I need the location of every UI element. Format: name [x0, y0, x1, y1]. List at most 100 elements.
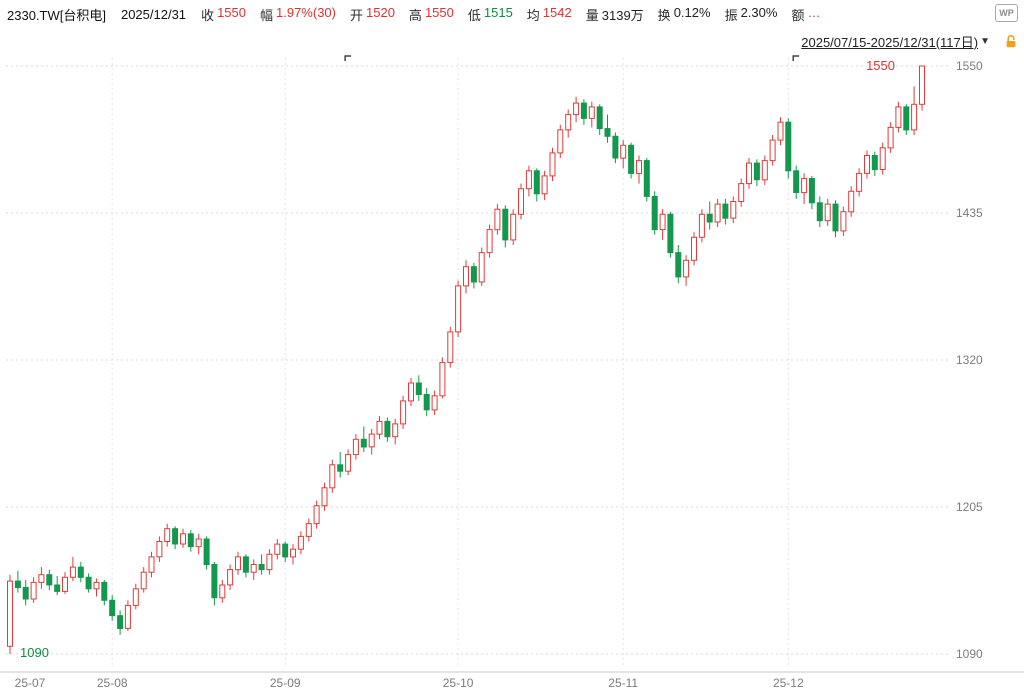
candle[interactable] — [368, 429, 375, 455]
candle[interactable] — [242, 554, 249, 578]
candle[interactable] — [124, 600, 131, 631]
candle[interactable] — [415, 375, 422, 401]
candle[interactable] — [793, 165, 800, 199]
candle[interactable] — [675, 245, 682, 284]
candle[interactable] — [643, 158, 650, 202]
candle[interactable] — [187, 530, 194, 552]
candle[interactable] — [258, 554, 265, 575]
lock-icon[interactable] — [1004, 34, 1018, 49]
candle[interactable] — [769, 135, 776, 166]
candle[interactable] — [93, 578, 100, 597]
candle[interactable] — [753, 159, 760, 187]
candle[interactable] — [628, 142, 635, 179]
candle[interactable] — [730, 196, 737, 224]
candle[interactable] — [667, 211, 674, 258]
candle[interactable] — [478, 247, 485, 286]
candle[interactable] — [596, 104, 603, 135]
candle[interactable] — [22, 579, 29, 606]
candle[interactable] — [722, 198, 729, 225]
candle[interactable] — [62, 572, 68, 594]
candle[interactable] — [879, 142, 886, 175]
candle[interactable] — [706, 201, 713, 230]
candle[interactable] — [211, 562, 218, 606]
candle[interactable] — [518, 183, 524, 220]
candle[interactable] — [620, 140, 627, 169]
candle[interactable] — [69, 556, 76, 582]
candle[interactable] — [541, 170, 548, 201]
candle[interactable] — [305, 518, 312, 542]
candle[interactable] — [250, 559, 257, 580]
candle[interactable] — [887, 122, 894, 153]
candle[interactable] — [698, 209, 705, 243]
candle[interactable] — [345, 449, 352, 476]
candle[interactable] — [785, 118, 792, 179]
candle[interactable] — [376, 416, 383, 440]
candle[interactable] — [557, 124, 564, 158]
candle[interactable] — [117, 610, 124, 635]
candle[interactable] — [816, 196, 823, 228]
candle[interactable] — [919, 65, 925, 111]
candle[interactable] — [266, 549, 273, 575]
candle[interactable] — [549, 147, 556, 181]
candle[interactable] — [400, 395, 407, 429]
candle[interactable] — [824, 198, 831, 226]
candle[interactable] — [180, 528, 186, 548]
candle[interactable] — [848, 186, 855, 217]
candle[interactable] — [148, 551, 155, 578]
candle[interactable] — [714, 198, 721, 228]
candle[interactable] — [777, 117, 784, 146]
candle[interactable] — [864, 150, 870, 179]
candle[interactable] — [156, 536, 163, 562]
candle[interactable] — [290, 544, 296, 565]
candle[interactable] — [235, 551, 241, 575]
candle[interactable] — [132, 583, 139, 610]
date-range-selector[interactable]: 2025/07/15-2025/12/31(117日) — [801, 35, 979, 50]
candle[interactable] — [203, 536, 210, 570]
candle[interactable] — [46, 569, 53, 591]
candle[interactable] — [588, 101, 595, 128]
candle[interactable] — [565, 109, 572, 138]
candle[interactable] — [38, 567, 45, 589]
candle[interactable] — [282, 541, 289, 563]
candle[interactable] — [329, 459, 336, 493]
candle[interactable] — [604, 114, 611, 143]
candle[interactable] — [431, 390, 438, 415]
chevron-down-icon[interactable]: ▼ — [980, 36, 990, 47]
candle[interactable] — [455, 280, 462, 337]
candle[interactable] — [761, 155, 768, 185]
candle[interactable] — [423, 388, 430, 417]
candle[interactable] — [494, 204, 501, 235]
candle[interactable] — [612, 132, 619, 164]
candle[interactable] — [227, 564, 234, 591]
candle[interactable] — [352, 434, 359, 460]
candle[interactable] — [856, 168, 863, 197]
candle[interactable] — [580, 99, 587, 125]
candle[interactable] — [337, 452, 344, 478]
candle[interactable] — [321, 482, 328, 511]
candle[interactable] — [14, 570, 21, 593]
candle[interactable] — [659, 209, 666, 240]
candle[interactable] — [101, 579, 108, 606]
candle[interactable] — [30, 577, 37, 603]
candle[interactable] — [313, 500, 320, 529]
candle[interactable] — [77, 562, 84, 583]
candle[interactable] — [895, 101, 902, 133]
candle[interactable] — [573, 96, 580, 123]
candle[interactable] — [447, 326, 454, 368]
candle[interactable] — [840, 206, 847, 236]
candle[interactable] — [384, 417, 391, 442]
candle[interactable] — [871, 151, 878, 176]
candle[interactable] — [439, 357, 446, 399]
candle[interactable] — [738, 178, 745, 207]
candle[interactable] — [510, 209, 517, 245]
candle[interactable] — [297, 531, 304, 555]
candle[interactable] — [746, 158, 752, 189]
candle[interactable] — [463, 260, 469, 294]
candle[interactable] — [85, 573, 92, 593]
candle[interactable] — [140, 567, 147, 593]
candle[interactable] — [54, 576, 61, 596]
candle[interactable] — [164, 523, 171, 547]
candle[interactable] — [274, 539, 281, 560]
candle[interactable] — [636, 155, 642, 184]
candle[interactable] — [7, 574, 13, 654]
